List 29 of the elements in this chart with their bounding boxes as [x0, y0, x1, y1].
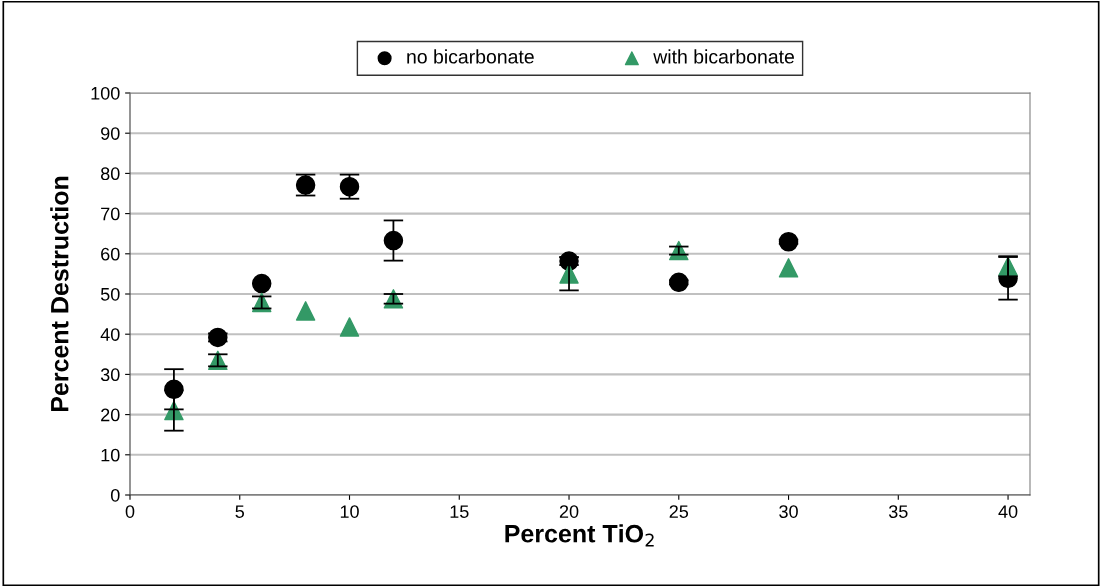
legend-label: with bicarbonate	[653, 49, 794, 64]
y-tick-label: 50	[100, 287, 120, 301]
point	[339, 317, 360, 337]
x-tick-label: 10	[340, 505, 359, 518]
y-tick-label: 0	[110, 488, 120, 502]
y-tick-label: 30	[100, 368, 120, 382]
x-tick-label: 15	[450, 505, 469, 518]
point	[778, 258, 799, 278]
point	[251, 273, 272, 294]
point	[295, 301, 316, 321]
x-tick-label: 0	[125, 505, 135, 518]
y-tick-label: 90	[101, 127, 120, 140]
x-tick-label: 25	[669, 505, 689, 518]
y-tick-label: 100	[91, 86, 120, 100]
x-tick-label: 35	[888, 505, 908, 518]
x-tick-label: 5	[235, 505, 245, 518]
y-axis-title: Percent Destruction	[50, 176, 69, 412]
legend-label: no bicarbonate	[407, 49, 534, 64]
x-tick-label: 20	[559, 505, 579, 518]
point	[383, 230, 404, 251]
y-tick-label: 40	[100, 328, 120, 341]
x-tick-label: 40	[998, 505, 1018, 518]
x-axis-title: Percent TiO$_{2}$	[505, 524, 654, 547]
x-tick-label: 30	[779, 505, 798, 518]
y-tick-label: 70	[101, 207, 120, 221]
y-tick-label: 60	[101, 247, 120, 261]
y-tick-label: 20	[101, 408, 120, 422]
y-tick-label: 80	[100, 167, 120, 181]
y-tick-label: 10	[101, 448, 120, 462]
